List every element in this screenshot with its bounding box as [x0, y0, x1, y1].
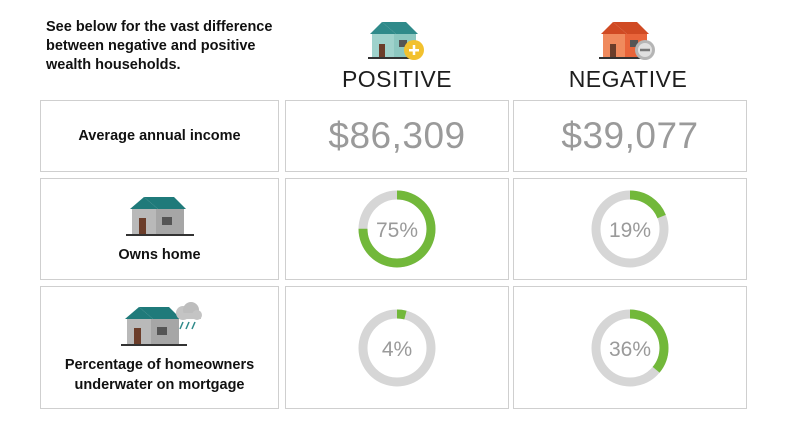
positive-underwater-donut: 4% — [358, 309, 436, 386]
donut-fill — [358, 190, 436, 268]
negative-owns-home-cell: 19% — [513, 178, 747, 280]
donut-value-label: 75% — [376, 219, 418, 242]
donut-value-label: 19% — [609, 219, 651, 242]
donut-value-label: 36% — [609, 338, 651, 361]
house-plus-icon — [368, 22, 424, 60]
negative-owns-home-donut: 19% — [591, 190, 669, 268]
negative-income-value: $39,077 — [561, 115, 699, 156]
negative-column-title: NEGATIVE — [568, 66, 688, 92]
house-storm-icon — [120, 301, 202, 346]
positive-income-cell: $86,309 — [285, 100, 509, 172]
positive-owns-home-donut: 75% — [358, 190, 436, 268]
house-icon — [125, 197, 194, 236]
house-minus-icon — [599, 22, 655, 60]
underwater-label-cell: Percentage of homeowners underwater on m… — [40, 286, 279, 409]
owns-home-label-cell: Owns home — [40, 178, 279, 280]
donut-fill — [358, 309, 436, 386]
owns-home-label: Owns home — [118, 247, 201, 263]
positive-column-header: POSITIVE — [287, 14, 507, 93]
positive-column-title: POSITIVE — [341, 66, 453, 92]
underwater-label-line1: Percentage of homeowners — [64, 356, 255, 373]
negative-underwater-donut: 36% — [591, 309, 669, 386]
underwater-label-line2: underwater on mortgage — [74, 376, 245, 393]
negative-underwater-cell: 36% — [513, 286, 747, 409]
donut-fill — [591, 309, 669, 386]
positive-underwater-cell: 4% — [285, 286, 509, 409]
donut-fill — [591, 190, 669, 268]
negative-column-header: NEGATIVE — [518, 14, 738, 93]
intro-text: See below for the vast difference betwee… — [46, 19, 273, 73]
positive-income-value: $86,309 — [328, 115, 466, 156]
income-label: Average annual income — [78, 128, 241, 144]
negative-income-cell: $39,077 — [513, 100, 747, 172]
positive-owns-home-cell: 75% — [285, 178, 509, 280]
income-label-cell: Average annual income — [40, 100, 279, 172]
donut-value-label: 4% — [382, 338, 412, 361]
